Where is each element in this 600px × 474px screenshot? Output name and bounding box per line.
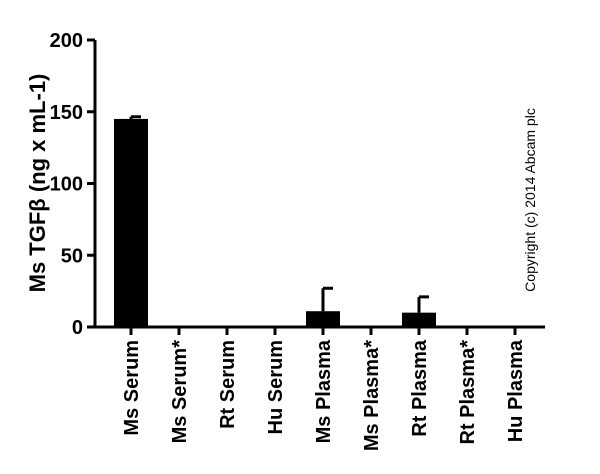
x-tick-label: Hu Serum	[265, 340, 287, 434]
x-axis: Ms Serum Ms Serum* Rt Serum Hu Serum Ms Plas…	[95, 325, 545, 451]
y-tick-label: 50	[61, 245, 83, 267]
bars	[114, 115, 436, 327]
copyright-annotation: Copyright (c) 2014 Abcam plc	[522, 108, 538, 292]
x-tick-label: Hu Plasma	[505, 339, 527, 442]
bar	[114, 118, 148, 327]
bar	[306, 311, 340, 327]
x-tick-label: Ms Serum	[121, 340, 143, 436]
y-tick-label: 100	[50, 174, 83, 196]
y-tick-label: 200	[50, 30, 83, 52]
y-axis-title: Ms TGFβ (ng x mL-1)	[25, 74, 50, 293]
y-tick-label: 0	[72, 317, 83, 339]
x-tick-label: Rt Plasma	[409, 339, 431, 437]
x-tick-label: Rt Serum	[217, 340, 239, 429]
x-tick-label: Ms Serum*	[169, 340, 191, 444]
y-tick-label: 150	[50, 102, 83, 124]
x-tick-label: Ms Plasma*	[361, 340, 383, 451]
y-axis: 0 50 100 150 200	[50, 30, 97, 339]
x-tick-label: Rt Plasma*	[457, 340, 479, 445]
x-tick-label: Ms Plasma	[313, 339, 335, 443]
bar	[402, 312, 436, 327]
